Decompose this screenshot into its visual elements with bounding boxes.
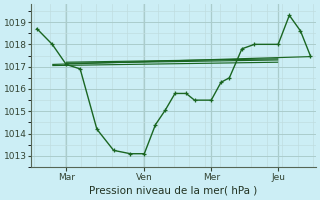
X-axis label: Pression niveau de la mer( hPa ): Pression niveau de la mer( hPa ) [90, 186, 258, 196]
